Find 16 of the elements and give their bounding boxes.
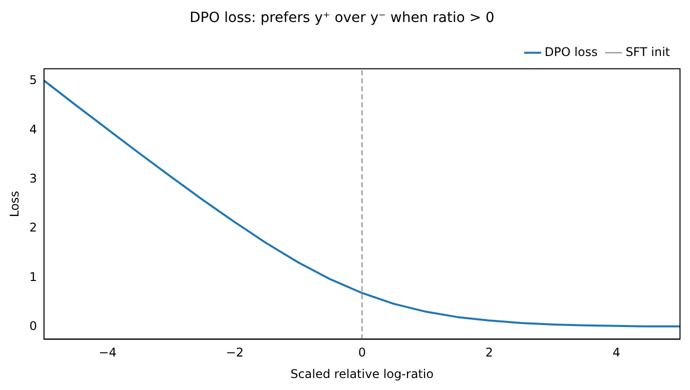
x-tick-label: 2 bbox=[485, 346, 494, 360]
y-tick-label: 3 bbox=[29, 172, 38, 186]
x-tick-label: 4 bbox=[612, 346, 620, 360]
x-axis-title: Scaled relative log-ratio bbox=[290, 366, 434, 381]
legend-label: SFT init bbox=[626, 44, 670, 59]
legend-label: DPO loss bbox=[544, 44, 598, 59]
y-tick-label: 2 bbox=[29, 220, 38, 235]
y-tick-label: 1 bbox=[29, 270, 38, 284]
y-tick-label: 5 bbox=[29, 73, 38, 88]
x-tick-label: 0 bbox=[358, 346, 366, 360]
chart-title: DPO loss: prefers y⁺ over y⁻ when ratio > 0 bbox=[190, 10, 494, 26]
y-tick-label: 0 bbox=[29, 319, 38, 334]
y-axis-title: Loss bbox=[7, 190, 22, 218]
x-tick-label: −4 bbox=[98, 346, 116, 360]
x-tick-label: −2 bbox=[226, 346, 244, 360]
y-tick-label: 4 bbox=[29, 122, 38, 136]
